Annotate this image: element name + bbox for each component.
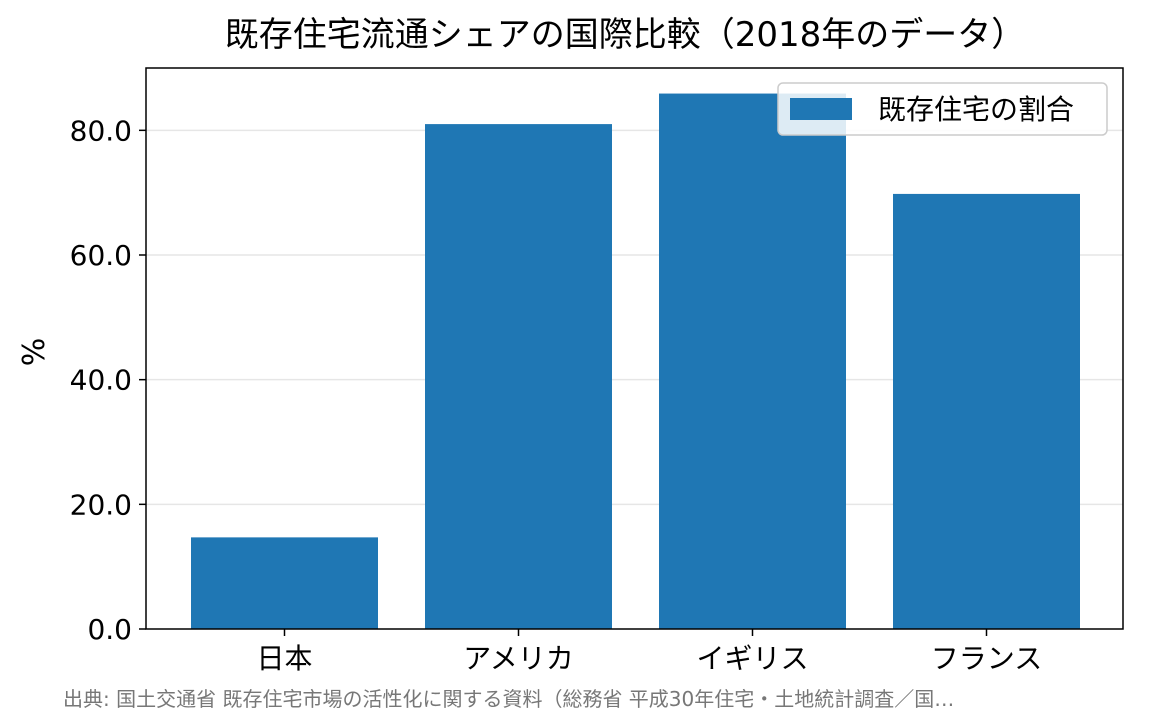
legend-swatch <box>790 98 852 120</box>
x-tick-label: アメリカ <box>463 642 574 675</box>
bar-1 <box>425 124 612 629</box>
y-tick-label: 40.0 <box>70 364 132 397</box>
x-axis-ticks: 日本 アメリカ イギリス フランス <box>256 629 1042 675</box>
x-tick-label: フランス <box>931 642 1042 675</box>
y-tick-label: 0.0 <box>87 613 132 646</box>
plot-frame <box>145 67 1124 630</box>
chart-title: 既存住宅流通シェアの国際比較（2018年のデータ） <box>225 15 1026 55</box>
x-tick-label: イギリス <box>696 642 808 675</box>
y-tick-label: 80.0 <box>70 114 132 147</box>
bars <box>191 93 1080 630</box>
bar-0 <box>191 537 378 629</box>
source-note: 出典: 国土交通省 既存住宅市場の活性化に関する資料（総務省 平成30年住宅・土… <box>63 687 954 711</box>
y-tick-label: 20.0 <box>70 488 132 521</box>
y-tick-label: 60.0 <box>70 239 132 272</box>
legend-label: 既存住宅の割合 <box>878 93 1074 126</box>
bar-3 <box>893 193 1080 629</box>
x-tick-label: 日本 <box>256 642 312 675</box>
legend: 既存住宅の割合 <box>777 82 1108 136</box>
y-axis-label: % <box>17 338 52 367</box>
y-axis-ticks: 0.0 20.0 40.0 60.0 80.0 <box>70 114 146 646</box>
legend-box <box>777 82 1108 136</box>
bar-2 <box>659 93 846 630</box>
